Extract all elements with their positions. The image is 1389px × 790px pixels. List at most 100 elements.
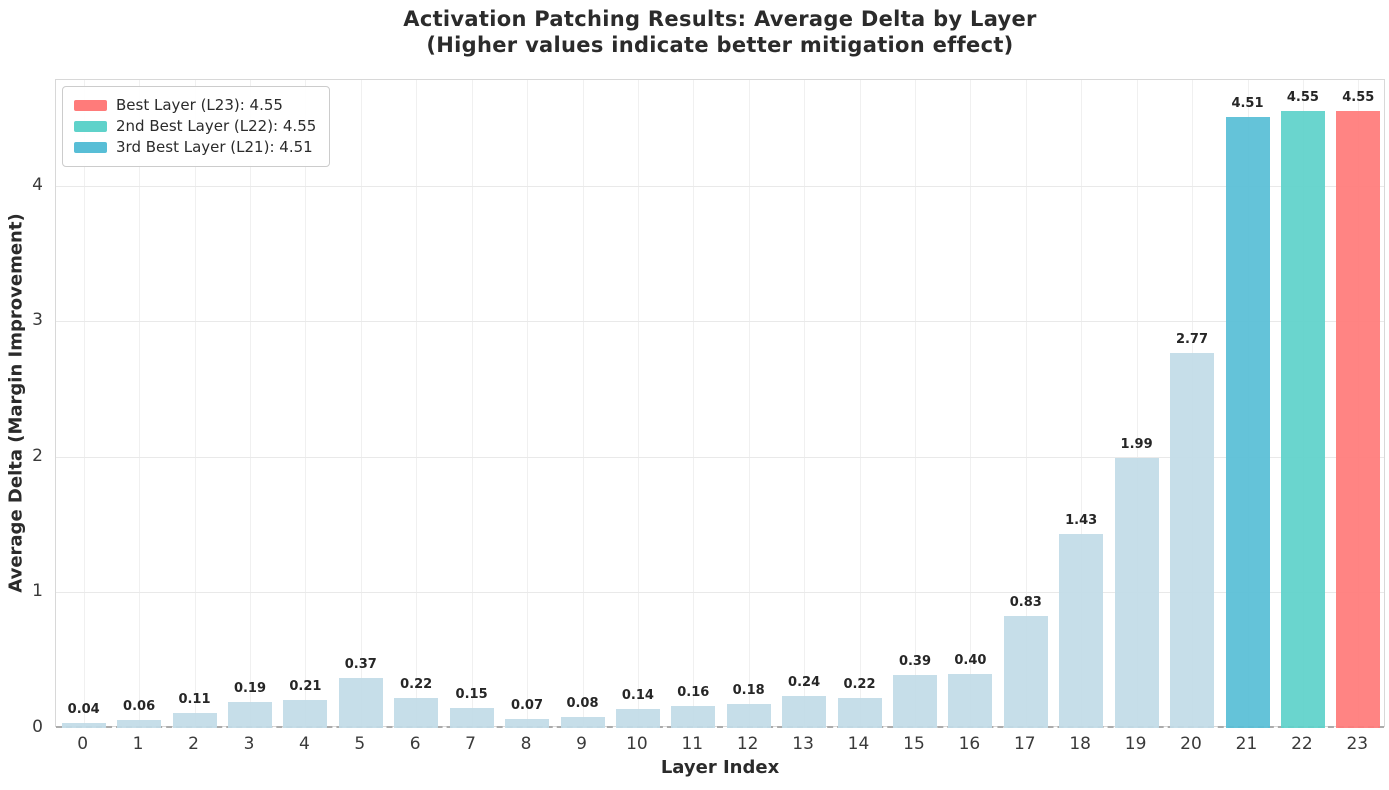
y-tick-label: 3 <box>32 310 43 331</box>
x-tick-label: 16 <box>958 734 981 754</box>
bar-value-label: 0.37 <box>344 656 377 672</box>
bar-layer-5 <box>338 677 383 728</box>
gridline-vertical <box>970 80 972 726</box>
legend-item-2nd-best: 2nd Best Layer (L22): 4.55 <box>74 116 316 137</box>
bar-value-label: 0.19 <box>233 681 267 697</box>
gridline-horizontal <box>56 592 1384 594</box>
bar-layer-16 <box>948 673 993 728</box>
x-tick-label: 6 <box>409 734 421 754</box>
gridline-vertical <box>527 80 528 726</box>
chart-title: Activation Patching Results: Average Del… <box>403 7 1037 31</box>
bar-value-label: 0.15 <box>455 686 488 702</box>
gridline-vertical <box>83 80 85 726</box>
gridline-vertical <box>915 80 916 726</box>
bar-layer-4 <box>283 699 328 728</box>
bar-layer-15 <box>893 675 937 728</box>
bar-layer-7 <box>449 707 494 728</box>
x-tick-label: 12 <box>736 734 759 754</box>
bar-value-label: 0.18 <box>732 682 765 698</box>
legend-swatch-best <box>74 100 107 111</box>
bar-value-label: 2.77 <box>1175 331 1209 347</box>
gridline-vertical <box>693 80 695 726</box>
gridline-vertical <box>471 80 473 726</box>
x-tick-label: 8 <box>520 734 532 754</box>
bar-value-label: 0.39 <box>898 654 932 670</box>
zero-dashed-line <box>56 726 1384 728</box>
gridline-vertical <box>250 80 251 726</box>
gridline-vertical <box>1081 80 1083 726</box>
x-tick-label: 20 <box>1180 734 1202 754</box>
bar-value-label: 0.22 <box>843 677 876 693</box>
bar-value-label: 0.22 <box>400 677 433 693</box>
bar-layer-19 <box>1114 458 1159 728</box>
x-tick-label: 5 <box>354 734 366 754</box>
gridline-vertical <box>416 80 418 726</box>
bar-layer-8 <box>505 718 549 728</box>
legend: Best Layer (L23): 4.55 2nd Best Layer (L… <box>62 86 331 167</box>
x-tick-label: 15 <box>903 734 925 754</box>
y-axis-label: Average Delta (Margin Improvement) <box>5 213 27 593</box>
x-axis-label: Layer Index <box>660 757 780 778</box>
x-tick-label: 1 <box>132 734 144 754</box>
bar-layer-18 <box>1059 534 1104 728</box>
bar-layer-11 <box>671 706 716 728</box>
gridline-vertical <box>194 80 196 726</box>
bar-layer-14 <box>837 698 882 728</box>
gridline-vertical <box>139 80 141 726</box>
gridline-vertical <box>1136 80 1138 726</box>
x-tick-label: 18 <box>1069 734 1091 754</box>
gridline-vertical <box>582 80 584 726</box>
bar-value-label: 4.55 <box>1342 90 1375 106</box>
bar-layer-21 <box>1225 116 1270 728</box>
bar-layer-0 <box>61 722 106 728</box>
bar-value-label: 0.83 <box>1009 594 1042 610</box>
bar-value-label: 1.99 <box>1120 437 1153 453</box>
bar-value-label: 4.51 <box>1231 95 1264 111</box>
x-tick-label: 2 <box>188 734 199 754</box>
x-tick-label: 4 <box>298 734 310 754</box>
bar-value-label: 0.21 <box>289 678 322 694</box>
bar-layer-22 <box>1280 111 1325 728</box>
gridline-vertical <box>1025 80 1027 726</box>
bar-value-label: 0.24 <box>788 674 821 690</box>
x-tick-label: 22 <box>1291 734 1313 754</box>
bar-layer-23 <box>1336 111 1381 728</box>
x-tick-label: 21 <box>1235 734 1258 754</box>
x-tick-label: 10 <box>626 734 648 754</box>
x-tick-label: 0 <box>77 734 89 754</box>
legend-label-3rd-best: 3rd Best Layer (L21): 4.51 <box>116 138 313 156</box>
x-tick-label: 23 <box>1346 734 1369 754</box>
chart-title-block: Activation Patching Results: Average Del… <box>55 6 1385 58</box>
bar-value-label: 1.43 <box>1065 513 1098 529</box>
gridline-vertical <box>748 80 750 726</box>
bar-layer-3 <box>228 702 272 728</box>
bar-layer-20 <box>1170 352 1214 728</box>
bar-value-label: 0.14 <box>621 688 654 703</box>
x-tick-label: 17 <box>1013 734 1036 754</box>
bar-layer-9 <box>560 717 605 728</box>
legend-label-best: Best Layer (L23): 4.55 <box>116 96 283 114</box>
gridline-horizontal <box>56 456 1384 458</box>
x-tick-label: 14 <box>847 734 870 754</box>
bar-layer-10 <box>615 709 660 728</box>
x-tick-label: 9 <box>576 734 587 754</box>
plot-area: 0.04 0.06 0.11 0.19 0.21 0.37 0.22 0.15 0.07 0.08… <box>55 79 1385 728</box>
gridline-vertical <box>859 80 861 726</box>
x-tick-label: 3 <box>243 734 255 754</box>
bar-value-label: 4.55 <box>1286 90 1319 106</box>
bar-value-label: 0.16 <box>677 685 710 701</box>
gridline-vertical <box>305 80 307 726</box>
legend-swatch-3rd-best <box>74 142 107 153</box>
bar-layer-17 <box>1003 615 1048 728</box>
bar-value-label: 0.11 <box>178 692 211 708</box>
x-tick-label: 19 <box>1124 734 1147 754</box>
bar-value-label: 0.08 <box>566 696 599 712</box>
y-tick-label: 0 <box>32 717 43 737</box>
bar-value-label: 0.04 <box>67 701 100 717</box>
gridline-vertical <box>804 80 806 726</box>
bar-layer-1 <box>117 719 162 728</box>
y-tick-label: 2 <box>32 445 43 466</box>
bar-layer-6 <box>394 698 439 728</box>
gridline-vertical <box>360 80 362 726</box>
